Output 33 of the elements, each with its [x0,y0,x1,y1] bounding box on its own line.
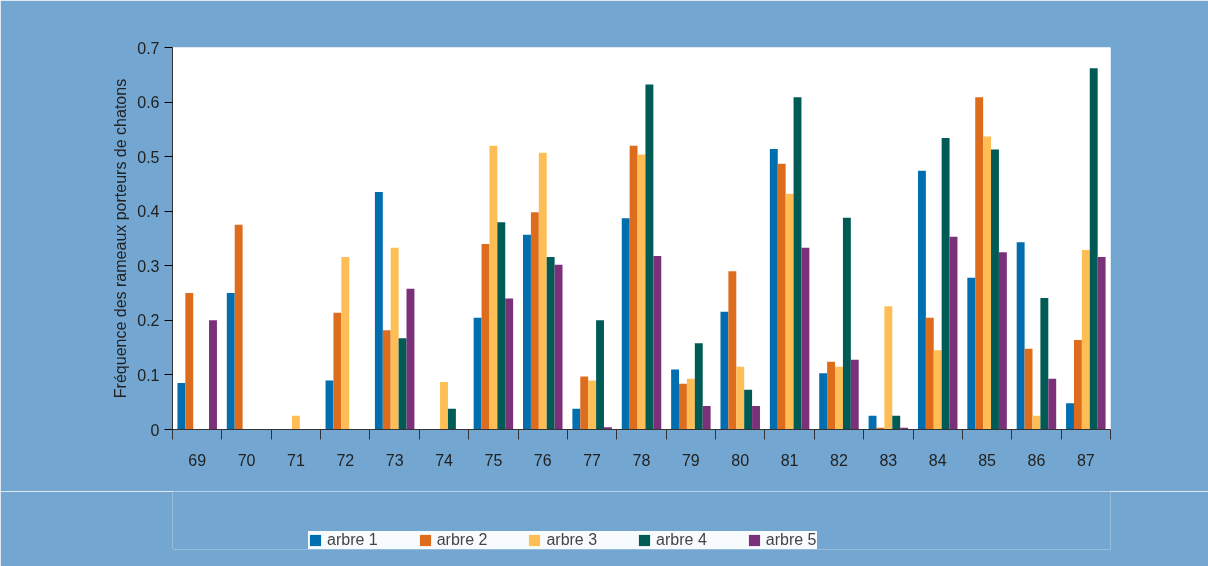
x-tick-label: 72 [336,451,355,469]
x-tick-label: 82 [830,451,848,469]
y-tick-label: 0.7 [137,39,160,57]
y-tick-label: 0 [150,421,160,439]
x-tick-label: 69 [188,451,207,469]
legend-label: arbre 2 [436,531,488,549]
y-tick-label: 0.4 [137,203,160,221]
x-tick-label: 79 [681,451,700,469]
legend-label: arbre 5 [765,531,817,549]
x-tick-label: 81 [780,451,799,469]
y-tick-label: 0.3 [137,257,160,275]
x-tick-label: 71 [287,451,305,469]
x-tick-label: 83 [879,451,898,469]
y-tick-label: 0.6 [137,94,160,112]
x-tick-label: 80 [731,451,750,469]
x-tick-label: 85 [978,451,997,469]
y-tick-label: 0.1 [137,366,160,384]
x-tick-label: 70 [237,451,256,469]
x-tick-label: 76 [533,451,552,469]
legend-label: arbre 4 [656,531,707,549]
x-tick-label: 75 [484,451,503,469]
x-tick-label: 84 [928,451,947,469]
x-tick-label: 86 [1027,451,1046,469]
x-tick-label: 78 [632,451,651,469]
x-tick-label: 74 [435,451,454,469]
y-axis-title: Fréquence des rameaux porteurs de chatons [112,78,130,399]
y-tick-label: 0.2 [137,312,160,330]
x-tick-label: 87 [1076,451,1095,469]
x-tick-label: 77 [583,451,602,469]
legend-label: arbre 3 [546,531,598,549]
y-tick-label: 0.5 [137,148,160,166]
legend-label: arbre 1 [327,531,378,549]
x-tick-label: 73 [385,451,404,469]
